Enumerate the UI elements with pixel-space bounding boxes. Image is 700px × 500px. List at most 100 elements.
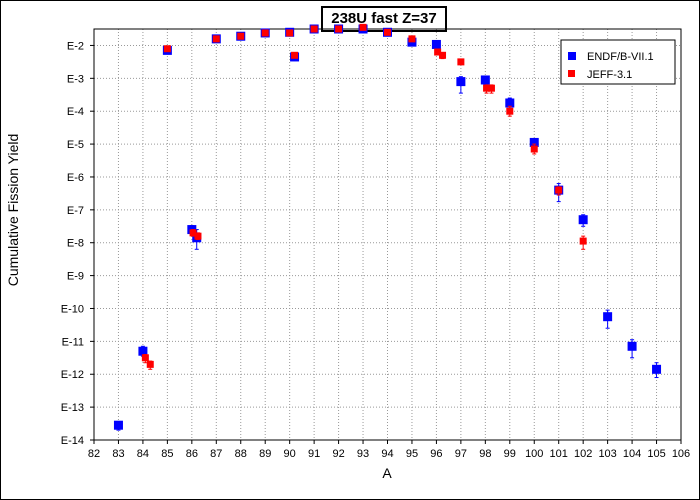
x-tick-label: 94 [381, 448, 393, 460]
data-point-jeff [261, 29, 269, 37]
x-tick-label: 95 [406, 448, 418, 460]
data-point-endf [603, 309, 613, 329]
data-point-jeff [146, 360, 154, 370]
marker-jeff [457, 58, 465, 66]
marker-jeff [555, 186, 563, 194]
x-tick-label: 85 [161, 448, 173, 460]
x-tick-label: 84 [137, 448, 149, 460]
data-point-jeff [434, 48, 442, 56]
marker-jeff [434, 48, 442, 56]
y-tick-label: E-13 [61, 402, 84, 414]
y-tick-label: E-12 [61, 369, 84, 381]
data-point-jeff [163, 45, 171, 53]
marker-endf [578, 215, 588, 225]
y-tick-label: E-5 [67, 139, 84, 151]
y-tick-label: E-2 [67, 40, 84, 52]
legend-label-endf: ENDF/B-VII.1 [587, 51, 654, 63]
marker-jeff [194, 232, 202, 240]
y-tick-label: E-9 [67, 271, 84, 283]
data-point-jeff [384, 28, 391, 36]
marker-jeff [506, 107, 514, 115]
x-tick-label: 106 [672, 448, 690, 460]
data-point-jeff [439, 51, 447, 60]
x-axis-ticks: 82 83 84 85 86 87 88 89 90 91 92 93 94 95 96 97 98 99 100 1… [88, 440, 690, 460]
data-point-endf [652, 362, 662, 379]
marker-jeff [163, 45, 171, 53]
data-point-endf [456, 76, 466, 94]
marker-jeff [141, 354, 149, 362]
data-point-jeff [237, 32, 245, 40]
data-point-jeff [487, 84, 495, 94]
legend-swatch-endf [568, 52, 576, 60]
y-tick-label: E-6 [67, 172, 84, 184]
data-point-jeff [359, 23, 367, 31]
marker-endf [113, 420, 123, 430]
x-tick-label: 98 [479, 448, 491, 460]
x-tick-label: 105 [647, 448, 665, 460]
marker-jeff [286, 29, 294, 37]
legend-box [560, 39, 676, 85]
x-tick-label: 96 [430, 448, 442, 460]
x-tick-label: 104 [623, 448, 641, 460]
data-point-jeff [335, 25, 343, 33]
data-point-jeff [506, 105, 514, 117]
legend: ENDF/B-VII.1 JEFF-3.1 [560, 39, 676, 85]
x-tick-label: 101 [550, 448, 568, 460]
data-point-jeff [408, 35, 416, 43]
data-point-jeff [189, 229, 197, 237]
marker-endf [456, 77, 466, 87]
marker-jeff [261, 29, 269, 37]
data-point-jeff [530, 143, 538, 155]
data-point-endf [480, 75, 490, 86]
y-tick-label: E-11 [62, 336, 84, 348]
data-point-jeff [194, 232, 202, 240]
marker-jeff [483, 84, 491, 92]
x-tick-label: 97 [455, 448, 467, 460]
marker-jeff [146, 360, 154, 368]
marker-jeff [384, 28, 391, 36]
marker-jeff [487, 84, 495, 92]
x-tick-label: 86 [186, 448, 198, 460]
data-point-endf [431, 39, 441, 49]
data-point-jeff [579, 235, 587, 250]
data-point-jeff [141, 354, 149, 364]
marker-jeff [530, 145, 538, 153]
y-axis-label: Cumulative Fission Yield [5, 134, 21, 287]
x-tick-label: 88 [235, 448, 247, 460]
data-point-endf [113, 420, 123, 431]
data-point-jeff [483, 84, 491, 94]
y-tick-label: E-14 [61, 435, 84, 447]
marker-jeff [439, 51, 447, 59]
y-axis-ticks: E-2 E-3 E-4 E-5 E-6 E-7 E-8 E-9 E-10 E-11 E-12 E-13… [61, 40, 94, 447]
marker-jeff [291, 51, 299, 59]
marker-endf [529, 137, 539, 147]
data-point-jeff [212, 35, 220, 43]
data-point-endf [627, 339, 637, 359]
data-point-jeff [286, 29, 294, 37]
legend-swatch-jeff [568, 70, 575, 77]
data-point-endf [578, 214, 588, 227]
x-tick-label: 99 [504, 448, 516, 460]
marker-jeff [189, 229, 197, 237]
marker-endf [431, 39, 441, 49]
x-tick-label: 103 [598, 448, 616, 460]
x-tick-label: 87 [210, 448, 222, 460]
x-axis-label: A [382, 465, 392, 481]
data-point-jeff [555, 186, 563, 196]
marker-endf [480, 75, 490, 85]
marker-jeff [408, 35, 416, 43]
plot-area [93, 28, 682, 441]
x-tick-label: 102 [574, 448, 592, 460]
data-point-jeff [457, 58, 465, 66]
marker-jeff [359, 23, 367, 31]
marker-endf [627, 341, 637, 351]
y-tick-label: E-3 [67, 73, 84, 85]
data-point-jeff [291, 51, 299, 59]
x-tick-label: 90 [284, 448, 296, 460]
data-marks [113, 23, 662, 431]
x-tick-label: 92 [332, 448, 344, 460]
marker-jeff [579, 237, 587, 245]
x-tick-label: 83 [112, 448, 124, 460]
marker-endf [652, 364, 662, 374]
